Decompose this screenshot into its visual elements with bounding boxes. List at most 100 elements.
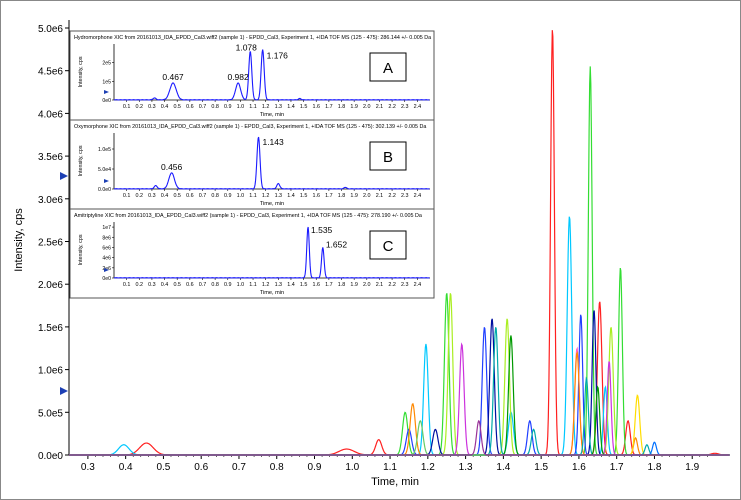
inset-x-tick-label: 2.4 <box>414 193 422 199</box>
panel-letter: A <box>383 60 393 77</box>
x-tick-label: 1.4 <box>496 462 510 473</box>
x-tick-label: 0.5 <box>156 462 170 473</box>
inset-x-tick-label: 0.7 <box>199 193 207 199</box>
inset-x-tick-label: 2.4 <box>414 104 422 110</box>
inset-x-tick-label: 1.6 <box>312 104 320 110</box>
inset-x-tick-label: 2.3 <box>401 104 409 110</box>
inset-x-tick-label: 0.2 <box>136 104 144 110</box>
y-tick-label: 3.0e6 <box>38 195 63 206</box>
inset-y-tick-label: 6e6 <box>102 245 111 251</box>
inset-arrow-marker <box>104 90 109 94</box>
y-tick-label: 2.0e6 <box>38 280 63 291</box>
inset-x-tick-label: 1.0 <box>237 193 245 199</box>
inset-x-tick-label: 0.6 <box>186 104 194 110</box>
inset-x-tick-label: 0.5 <box>173 104 181 110</box>
x-tick-label: 0.6 <box>194 462 208 473</box>
peak-label: 1.535 <box>311 225 333 235</box>
inset-x-tick-label: 0.1 <box>123 104 131 110</box>
inset-x-tick-label: 1.1 <box>249 193 257 199</box>
y-tick-label: 1.5e6 <box>38 323 63 334</box>
inset-panel-c: Amitriptyline XIC from 20161013_IDA_EPDD… <box>69 208 435 299</box>
panel-letter-box <box>369 52 407 82</box>
inset-x-tick-label: 0.4 <box>161 104 169 110</box>
panel-letter-box <box>369 141 407 171</box>
inset-x-tick-label: 2.1 <box>376 282 384 288</box>
inset-x-tick-label: 2.1 <box>376 104 384 110</box>
x-tick-label: 1.2 <box>421 462 435 473</box>
x-tick-label: 1.0 <box>345 462 359 473</box>
inset-x-tick-label: 1.7 <box>325 282 333 288</box>
inset-y-tick-label: 1.0e5 <box>98 147 111 153</box>
x-tick-label: 0.4 <box>119 462 133 473</box>
peak-label: 0.467 <box>162 72 184 82</box>
inset-panel-a: Hydromorphone XIC from 20161013_IDA_EPDD… <box>69 30 435 121</box>
inset-x-tick-label: 1.2 <box>262 193 270 199</box>
inset-x-axis-label: Time, min <box>260 201 284 207</box>
inset-x-tick-label: 0.4 <box>161 282 169 288</box>
inset-x-tick-label: 1.4 <box>287 282 295 288</box>
inset-y-tick-label: 2e6 <box>102 266 111 272</box>
inset-x-tick-label: 1.5 <box>300 104 308 110</box>
inset-x-tick-label: 1.2 <box>262 282 270 288</box>
inset-frame <box>69 208 435 299</box>
main-x-ticks: 0.3 0.4 0.5 0.6 0.7 0.8 0.9 1.0 1.1 1.2 1.3 1.4 1.5 1… <box>81 455 708 473</box>
x-tick-label: 0.3 <box>81 462 95 473</box>
inset-x-axis-label: Time, min <box>260 112 284 118</box>
peak-label: 0.982 <box>227 72 249 82</box>
inset-trace <box>113 226 430 279</box>
inset-x-tick-label: 0.7 <box>199 104 207 110</box>
panel-letter: C <box>383 238 394 255</box>
x-tick-label: 1.3 <box>459 462 473 473</box>
inset-x-tick-label: 0.1 <box>123 282 131 288</box>
inset-x-tick-label: 1.9 <box>350 193 358 199</box>
inset-trace <box>113 49 430 101</box>
inset-y-tick-label: 1e7 <box>102 225 111 231</box>
inset-x-tick-label: 2.0 <box>363 193 371 199</box>
inset-x-tick-label: 1.7 <box>325 104 333 110</box>
inset-y-axis-label: Intensity, cps <box>78 145 84 176</box>
inset-trace <box>113 136 430 190</box>
main-y-ticks: 0.0e0 5.0e5 1.0e6 1.5e6 2.0e6 2.5e6 3.0e6 3.5e6… <box>38 24 69 462</box>
inset-y-tick-label: 5.0e4 <box>98 167 111 173</box>
y-tick-label: 4.5e6 <box>38 67 63 78</box>
inset-x-tick-label: 1.3 <box>275 104 283 110</box>
inset-x-tick-label: 0.9 <box>224 193 232 199</box>
inset-x-tick-label: 0.2 <box>136 282 144 288</box>
inset-x-tick-label: 1.3 <box>275 282 283 288</box>
peak-label: 1.652 <box>326 239 348 249</box>
peak-label: 0.456 <box>161 162 183 172</box>
inset-y-tick-label: 0.0e0 <box>98 187 111 193</box>
inset-x-tick-label: 1.1 <box>249 282 257 288</box>
peak-label: 1.078 <box>236 42 258 52</box>
inset-arrow-marker <box>104 268 109 272</box>
y-tick-label: 5.0e6 <box>38 24 63 35</box>
inset-y-tick-label: 4e6 <box>102 256 111 262</box>
inset-x-tick-label: 1.0 <box>237 104 245 110</box>
inset-x-tick-label: 0.1 <box>123 193 131 199</box>
peak-label: 1.176 <box>267 51 289 61</box>
inset-header: Oxymorphone XIC from 20161013_IDA_EPDD_C… <box>74 124 426 130</box>
x-tick-label: 1.6 <box>572 462 586 473</box>
inset-x-tick-label: 2.0 <box>363 104 371 110</box>
x-tick-label: 0.9 <box>308 462 322 473</box>
inset-x-axis-label: Time, min <box>260 290 284 296</box>
inset-x-tick-label: 1.8 <box>338 193 346 199</box>
x-tick-label: 0.7 <box>232 462 246 473</box>
inset-x-tick-label: 1.7 <box>325 193 333 199</box>
inset-x-tick-label: 2.4 <box>414 282 422 288</box>
y-tick-label: 3.5e6 <box>38 152 63 163</box>
inset-x-tick-label: 0.9 <box>224 104 232 110</box>
inset-panels: Hydromorphone XIC from 20161013_IDA_EPDD… <box>69 30 435 299</box>
inset-y-axis-label: Intensity, cps <box>78 234 84 265</box>
inset-y-tick-label: 2e5 <box>102 61 111 67</box>
y-tick-label: 0.0e0 <box>38 451 63 462</box>
inset-x-tick-label: 0.7 <box>199 282 207 288</box>
x-tick-label: 1.7 <box>610 462 624 473</box>
inset-x-tick-label: 0.3 <box>148 282 156 288</box>
inset-y-axis-label: Intensity, cps <box>78 56 84 87</box>
x-tick-label: 1.9 <box>685 462 699 473</box>
inset-x-tick-label: 0.2 <box>136 193 144 199</box>
inset-x-tick-label: 2.2 <box>388 282 396 288</box>
y-axis-arrow-marker-upper <box>60 172 68 180</box>
inset-x-tick-label: 0.3 <box>148 193 156 199</box>
